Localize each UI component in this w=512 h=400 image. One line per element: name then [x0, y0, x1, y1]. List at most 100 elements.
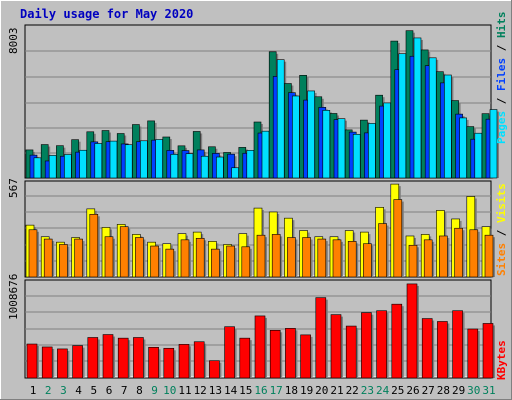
pages-bar [459, 117, 467, 179]
kbytes-bar [178, 344, 190, 379]
kbytes-ytick-label: 1008676 [7, 274, 20, 320]
pages-bar [398, 53, 407, 179]
x-tick-label: 16 [254, 384, 267, 397]
kbytes-bar [133, 337, 144, 379]
pages-bar [337, 118, 346, 179]
kbytes-bar [41, 346, 53, 379]
x-tick-label: 5 [90, 384, 97, 397]
sites-bar [332, 239, 342, 278]
sites-bar [347, 241, 357, 278]
pages-bar [48, 155, 57, 179]
sites-bar [287, 237, 296, 278]
kbytes-bar [72, 345, 83, 379]
x-tick-label: 9 [151, 384, 158, 397]
pages-bar [352, 134, 361, 179]
svg-text:Sites / Visits: Sites / Visits [495, 183, 508, 276]
kbytes-bar [193, 341, 205, 379]
visits-panel-right-label: Sites / Visits [495, 183, 508, 276]
x-tick-label: 27 [422, 384, 435, 397]
x-tick-label: 8 [136, 384, 143, 397]
x-tick-label: 1 [30, 384, 37, 397]
kbytes-bar [361, 312, 372, 379]
kbytes-bar [421, 318, 433, 379]
sites-bar [89, 213, 99, 278]
pages-bar [170, 154, 179, 179]
svg-text:Pages / Files / Hits: Pages / Files / Hits [495, 12, 508, 145]
sites-bar [104, 236, 114, 278]
pages-bar [489, 109, 498, 179]
sites-bar [302, 237, 311, 278]
pages-bar [292, 95, 300, 179]
kbytes-bar [376, 310, 387, 379]
sites-bar [226, 245, 235, 278]
sites-bar [393, 199, 403, 278]
pages-bar [185, 153, 194, 179]
sites-bar [180, 239, 190, 278]
kbytes-bar [437, 321, 448, 379]
legend-kbytes: KBytes [495, 340, 508, 380]
x-tick-label: 10 [163, 384, 176, 397]
pages-bar [124, 144, 133, 179]
hits-ytick-label: 8003 [7, 28, 20, 55]
sites-bar [256, 234, 266, 278]
sites-bar [241, 246, 251, 278]
x-tick-label: 24 [376, 384, 390, 397]
kbytes-bar [315, 297, 327, 379]
sites-bar [211, 248, 220, 278]
sites-bar [469, 229, 479, 278]
pages-bar [307, 90, 315, 179]
x-tick-label: 22 [346, 384, 359, 397]
pages-bar [383, 102, 391, 179]
sites-bar [150, 245, 159, 278]
kbytes-bar [345, 325, 357, 379]
x-tick-label: 2 [45, 384, 52, 397]
sites-bar [28, 229, 38, 278]
sites-bar [363, 243, 372, 278]
x-tick-label: 17 [270, 384, 283, 397]
kbytes-bar [467, 328, 479, 379]
kbytes-bar [163, 347, 175, 379]
x-tick-label: 18 [285, 384, 298, 397]
sites-bar [271, 234, 281, 278]
kbytes-panel [24, 279, 495, 379]
pages-bar [322, 110, 331, 179]
kbytes-bar [300, 334, 311, 379]
x-tick-label: 12 [194, 384, 207, 397]
sites-bar [423, 239, 433, 278]
x-tick-label: 4 [75, 384, 82, 397]
kbytes-bar [482, 323, 494, 379]
hits-panel-right-label: Pages / Files / Hits [495, 12, 508, 145]
kbytes-bar [239, 337, 251, 379]
pages-bar [276, 59, 285, 179]
sites-bar [317, 238, 327, 278]
sites-bar [135, 237, 144, 278]
kbytes-bar [330, 314, 342, 379]
x-tick-label: 20 [315, 384, 328, 397]
kbytes-bar [102, 334, 114, 379]
x-tick-label: 25 [391, 384, 404, 397]
legend-files: Files [495, 58, 508, 91]
files-bar [227, 153, 235, 179]
pages-bar [368, 123, 376, 179]
pages-bar [79, 149, 87, 179]
pages-bar [155, 139, 163, 179]
visits-ytick-label: 567 [7, 178, 20, 198]
sites-bar [195, 237, 205, 278]
kbytes-bar [87, 337, 99, 379]
x-tick-label: 21 [330, 384, 343, 397]
pages-bar [246, 150, 255, 179]
kbytes-bar [224, 326, 235, 379]
x-tick-label: 11 [178, 384, 191, 397]
x-tick-label: 3 [60, 384, 67, 397]
kbytes-bar [26, 343, 38, 379]
kbytes-bar [117, 337, 129, 379]
x-tick-label: 31 [482, 384, 495, 397]
x-tick-label: 29 [452, 384, 465, 397]
x-tick-label: 6 [106, 384, 113, 397]
x-tick-label: 15 [239, 384, 252, 397]
sites-bar [74, 238, 83, 278]
visits-sites-panel [24, 180, 495, 278]
pages-bar [33, 157, 42, 179]
pages-bar [474, 132, 483, 179]
